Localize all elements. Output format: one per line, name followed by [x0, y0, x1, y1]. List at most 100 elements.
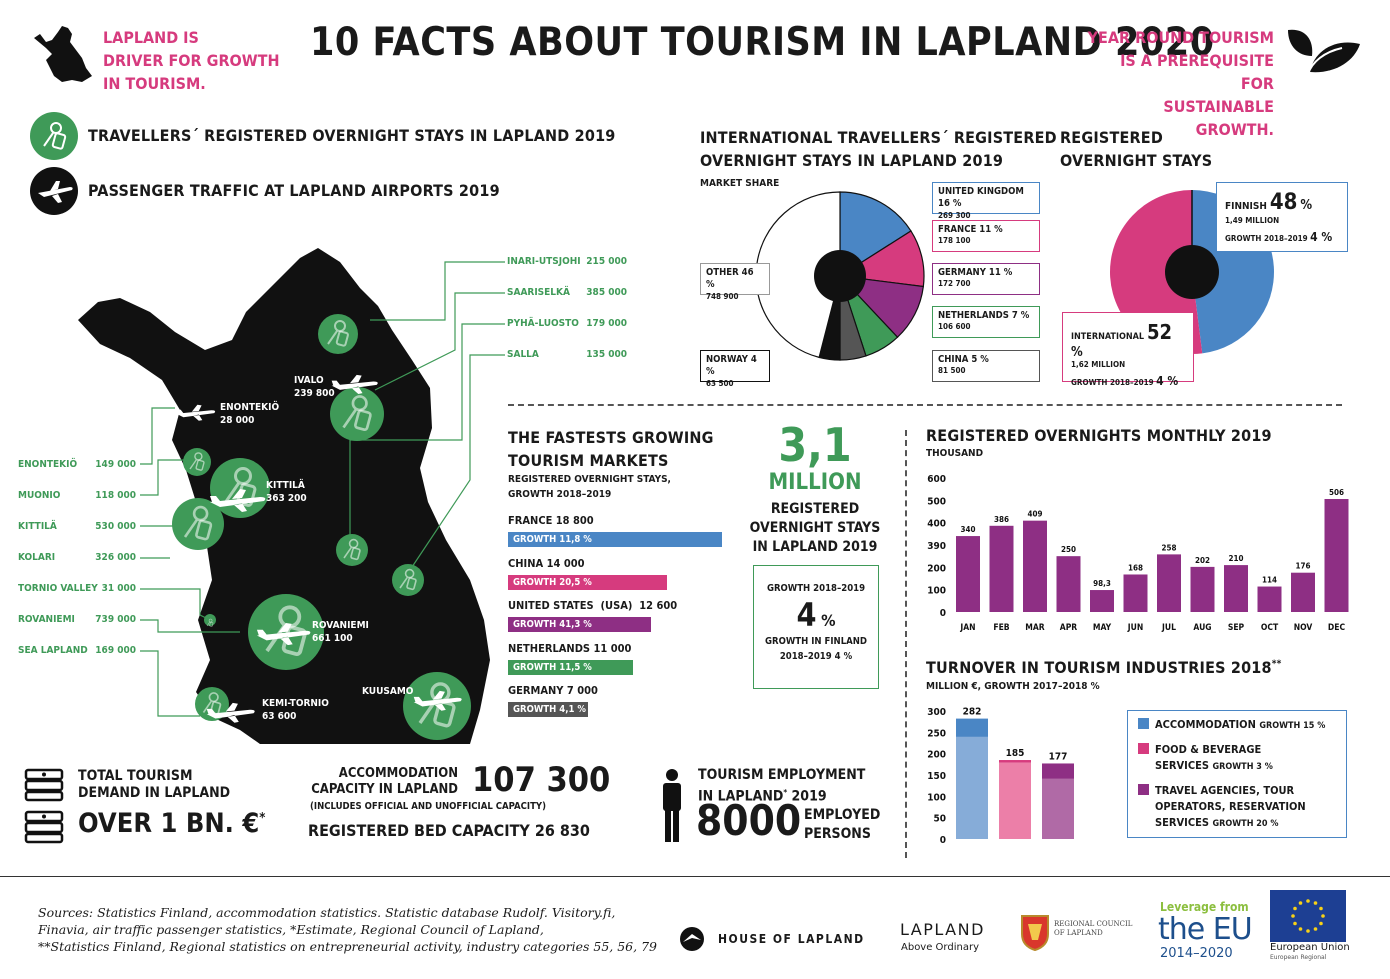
airport-name: ENONTEKIÖ [220, 402, 280, 413]
stays-left-value: 149 000 [95, 459, 136, 470]
international-box: INTERNATIONAL 52 % 1,62 MILLION GROWTH 2… [1062, 312, 1194, 388]
stays-left-name: SEA LAPLAND [18, 645, 88, 656]
month-bar [1190, 566, 1215, 612]
growth-box-finland-line: GROWTH IN FINLAND [764, 636, 868, 647]
turnover-legend-item: FOOD & BEVERAGE SERVICES GROWTH 3 % [1138, 742, 1336, 775]
intl-label-norway: NORWAY 4 % 63 500 [700, 350, 770, 388]
stays-right-name: SAARISELKÄ [507, 287, 570, 298]
bar-value-label: 177 [1049, 751, 1068, 762]
turnover-title-text: TURNOVER IN TOURISM INDUSTRIES 2018 [926, 658, 1272, 677]
month-label: FEB [993, 623, 1009, 633]
turnover-subtitle: MILLION €, GROWTH 2017–2018 % [926, 681, 1100, 692]
y-tick-label: 0 [940, 835, 946, 846]
accom-label: ACCOMMODATION CAPACITY IN LAPLAND [306, 766, 458, 798]
turnover-bar-growth [956, 718, 988, 737]
stays-bubble [204, 614, 216, 627]
dashed-divider-vertical [905, 430, 907, 858]
y-tick-label: 400 [927, 519, 946, 530]
demand-value-sup: * [259, 811, 266, 826]
y-tick-label: 600 [927, 474, 946, 485]
stays-left-name: TORNIO VALLEY [18, 583, 98, 594]
y-tick-label: 250 [927, 728, 946, 739]
airplane-marker-icon [255, 622, 313, 646]
bar-value-label: 98,3 [1093, 579, 1111, 588]
left-tagline: LAPLAND IS DRIVER FOR GROWTH IN TOURISM. [103, 26, 280, 95]
slice-pct: 16 % [938, 198, 962, 210]
bar-value-label: 176 [1295, 562, 1310, 571]
growth-box-title: GROWTH 2018–2019 [766, 583, 866, 594]
slice-value: 269 300 [938, 210, 971, 220]
growth-box-finland-line: 2018–2019 4 % [779, 651, 853, 662]
eu-flag-icon [1270, 890, 1346, 942]
airplane-marker-icon [205, 702, 257, 723]
month-label: NOV [1294, 623, 1313, 633]
eu-star [1298, 901, 1303, 905]
y-tick-label: 390 [927, 541, 946, 552]
airport-value: 63 600 [262, 711, 297, 722]
accom-label-line: ACCOMMODATION [338, 766, 458, 781]
stays-bubble [172, 498, 224, 550]
y-tick-label: 0 [940, 608, 946, 619]
fastest-title: THE FASTESTS GROWING TOURISM MARKETS [508, 426, 714, 472]
stays-right-value: 179 000 [586, 318, 627, 329]
intl-pie-title: INTERNATIONAL TRAVELLERS´ REGISTERED OVE… [700, 126, 1057, 172]
month-label: MAY [1093, 623, 1112, 633]
stays-right-name: INARI-UTSJOHI [507, 256, 581, 267]
million-unit: MILLION [768, 470, 862, 495]
month-bar [1257, 586, 1282, 612]
turnover-title-sup: ** [1271, 658, 1282, 670]
eu-star [1293, 906, 1297, 911]
market-bar: GROWTH 41,3 % [508, 617, 652, 632]
right-tagline: YEAR ROUND TOURISM IS A PREREQUISITE FOR… [1084, 26, 1274, 141]
stays-right-value: 385 000 [586, 287, 627, 298]
month-bar [1224, 565, 1248, 612]
y-tick-label: 200 [927, 563, 946, 574]
month-bar [1023, 520, 1047, 612]
slice-value: 172 700 [938, 279, 971, 289]
right-tagline-line: IS A PREREQUISITE FOR [1120, 51, 1274, 93]
month-label: JAN [959, 623, 975, 633]
employment-sup: * [783, 788, 788, 797]
employment-label-line: TOURISM EMPLOYMENT [698, 767, 866, 783]
turnover-title: TURNOVER IN TOURISM INDUSTRIES 2018** [926, 658, 1282, 677]
page-title: 10 FACTS ABOUT TOURISM IN LAPLAND 2020 [310, 20, 1215, 65]
eu-star [1306, 899, 1310, 903]
sources-line: Sources: Statistics Finland, accommodati… [38, 905, 616, 920]
stays-bubble [392, 564, 424, 596]
stays-bubble [330, 387, 384, 441]
left-tagline-line: DRIVER FOR GROWTH [103, 51, 280, 70]
eu-sub: European Regional [1270, 954, 1327, 961]
airport-name: KITTILÄ [266, 480, 305, 491]
market-name: NETHERLANDS 11 000 [508, 641, 632, 655]
eu-star [1291, 914, 1295, 918]
million-desc-line: OVERNIGHT STAYS [749, 520, 881, 536]
right-tagline-line: YEAR ROUND TOURISM [1087, 28, 1274, 47]
slice-name: CHINA [938, 354, 969, 365]
eu-star [1319, 906, 1323, 911]
market-name: FRANCE 18 800 [508, 514, 594, 527]
stays-left-value: 530 000 [95, 521, 136, 532]
airport-enontekio: ENONTEKIÖ 28 000 [220, 401, 279, 427]
month-label: AUG [1193, 623, 1211, 633]
international-pct: 52 [1147, 320, 1173, 344]
airplane-marker-icon [208, 488, 268, 512]
sources: Sources: Statistics Finland, accommodati… [38, 904, 657, 955]
pie-hole [814, 250, 866, 302]
council-name: REGIONAL COUNCIL OF LAPLAND [1054, 920, 1132, 938]
fastest-subtitle-line: GROWTH 2018–2019 [508, 489, 612, 500]
bar-value-label: 114 [1262, 576, 1277, 585]
stays-bubble [183, 448, 211, 476]
turnover-bar-growth [1042, 763, 1074, 779]
intl-label-germany: GERMANY 11 % 172 700 [932, 263, 1040, 295]
stays-left-value: 326 000 [95, 552, 136, 563]
lapland-brand-sub: Above Ordinary [901, 942, 979, 953]
month-label: JUN [1127, 623, 1143, 633]
market-name: UNITED STATES (USA) 12 600 [508, 599, 678, 612]
airport-name: ROVANIEMI [312, 620, 369, 631]
key-tag-icon [43, 122, 67, 150]
y-tick-label: 50 [933, 814, 946, 825]
stays-left-name: ROVANIEMI [18, 614, 75, 625]
stays-legend-label: TRAVELLERS´ REGISTERED OVERNIGHT STAYS I… [88, 126, 616, 145]
eu-star [1306, 929, 1310, 933]
airports-legend-badge [30, 167, 78, 215]
